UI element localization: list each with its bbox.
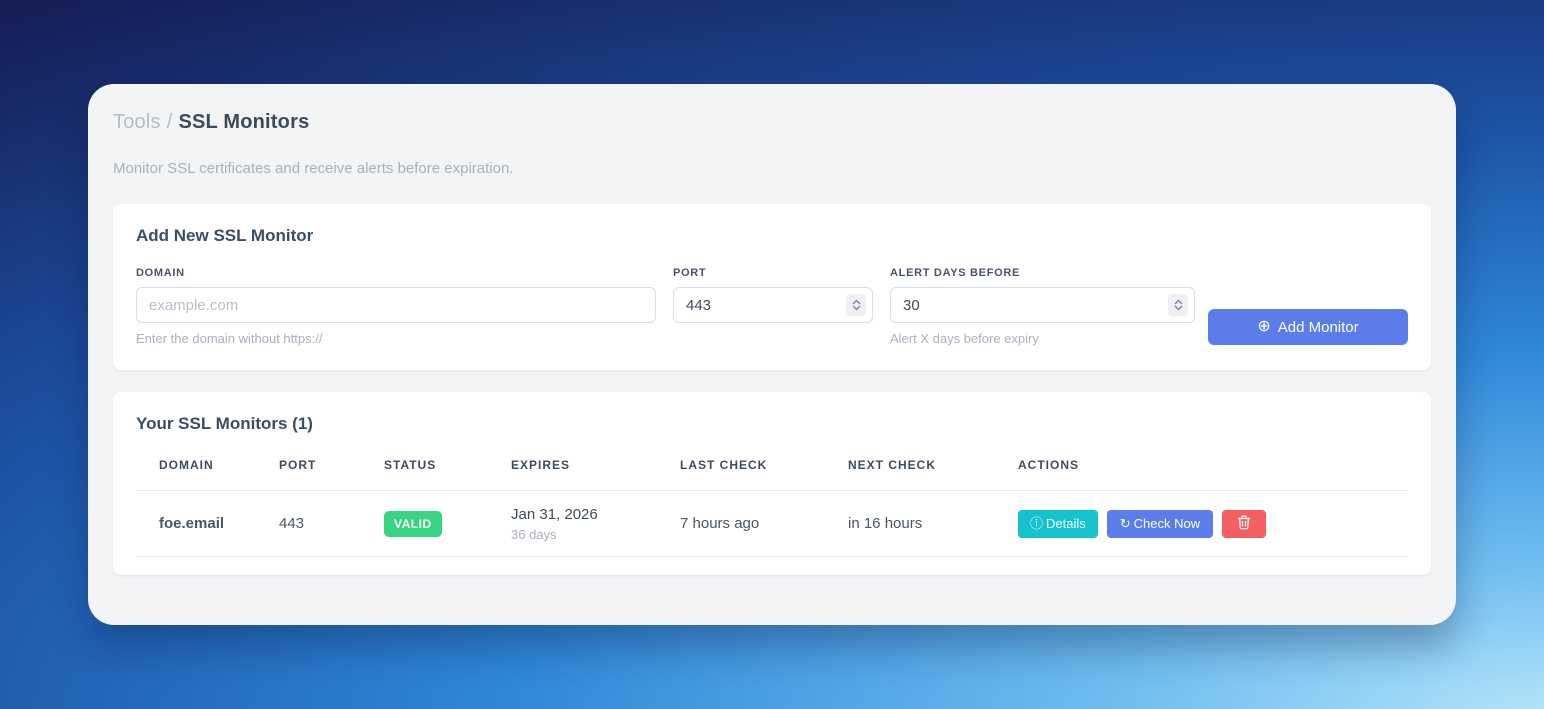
cell-domain: foe.email xyxy=(136,490,279,557)
header-last-check: LAST CHECK xyxy=(680,458,848,491)
delete-button[interactable] xyxy=(1222,509,1267,538)
page-subtitle: Monitor SSL certificates and receive ale… xyxy=(113,160,514,177)
domain-input[interactable] xyxy=(136,287,656,323)
alert-days-stepper[interactable] xyxy=(1168,294,1188,316)
chevron-up-icon xyxy=(1174,299,1183,305)
port-label: PORT xyxy=(673,267,707,279)
cell-next-check: in 16 hours xyxy=(848,490,1018,557)
add-monitor-title: Add New SSL Monitor xyxy=(136,226,314,245)
header-actions: ACTIONS xyxy=(1018,458,1408,491)
header-next-check: NEXT CHECK xyxy=(848,458,1018,491)
monitors-table: DOMAIN PORT STATUS EXPIRES LAST CHECK NE… xyxy=(136,458,1408,557)
header-status: STATUS xyxy=(384,458,511,491)
monitors-list-panel: Your SSL Monitors (1) DOMAIN PORT STATUS… xyxy=(113,392,1431,575)
refresh-icon: ↻ xyxy=(1119,516,1131,531)
breadcrumb-separator: / xyxy=(166,111,173,133)
table-row: foe.email 443 VALID Jan 31, 2026 36 days… xyxy=(136,490,1408,557)
cell-expires: Jan 31, 2026 36 days xyxy=(511,490,680,557)
chevron-up-icon xyxy=(852,299,861,305)
port-field-group: PORT xyxy=(673,267,873,323)
breadcrumb-tools-link[interactable]: Tools xyxy=(113,111,161,133)
port-stepper[interactable] xyxy=(846,294,866,316)
alert-days-field-group: ALERT DAYS BEFORE Alert X days before ex… xyxy=(890,267,1195,346)
domain-helper-text: Enter the domain without https:// xyxy=(136,331,323,346)
details-button-label: Details xyxy=(1046,516,1086,531)
domain-field-group: DOMAIN Enter the domain without https:// xyxy=(136,267,656,346)
add-monitor-form: DOMAIN Enter the domain without https://… xyxy=(136,267,1408,346)
alert-days-label: ALERT DAYS BEFORE xyxy=(890,267,1021,279)
monitors-list-title: Your SSL Monitors (1) xyxy=(136,414,313,433)
header-expires: EXPIRES xyxy=(511,458,680,491)
cell-actions: ⓘ Details ↻ Check Now xyxy=(1018,490,1408,557)
trash-icon xyxy=(1237,515,1251,533)
ssl-monitors-page: Tools / SSL Monitors Monitor SSL certifica… xyxy=(88,84,1456,625)
chevron-down-icon xyxy=(852,305,861,311)
details-button[interactable]: ⓘ Details xyxy=(1018,509,1098,538)
cell-last-check: 7 hours ago xyxy=(680,490,848,557)
header-port: PORT xyxy=(279,458,384,491)
port-input[interactable] xyxy=(673,287,873,323)
expires-date: Jan 31, 2026 xyxy=(511,505,598,523)
status-badge: VALID xyxy=(384,510,442,537)
add-monitor-button[interactable]: ⊕ Add Monitor xyxy=(1208,309,1408,345)
info-icon: ⓘ xyxy=(1030,516,1044,531)
expires-days-remaining: 36 days xyxy=(511,526,557,542)
add-monitor-button-label: Add Monitor xyxy=(1277,318,1359,336)
check-now-button[interactable]: ↻ Check Now xyxy=(1106,509,1214,538)
alert-days-helper-text: Alert X days before expiry xyxy=(890,331,1039,346)
check-now-button-label: Check Now xyxy=(1133,516,1201,531)
add-monitor-panel: Add New SSL Monitor DOMAIN Enter the dom… xyxy=(113,204,1431,370)
alert-days-input[interactable] xyxy=(890,287,1195,323)
circle-plus-icon: ⊕ xyxy=(1257,318,1271,335)
cell-port: 443 xyxy=(279,490,384,557)
table-header-row: DOMAIN PORT STATUS EXPIRES LAST CHECK NE… xyxy=(136,458,1408,491)
breadcrumb: Tools / SSL Monitors xyxy=(113,111,1431,134)
header-domain: DOMAIN xyxy=(136,458,279,491)
domain-label: DOMAIN xyxy=(136,267,185,279)
cell-status: VALID xyxy=(384,490,511,557)
chevron-down-icon xyxy=(1174,305,1183,311)
page-title: SSL Monitors xyxy=(178,111,310,133)
